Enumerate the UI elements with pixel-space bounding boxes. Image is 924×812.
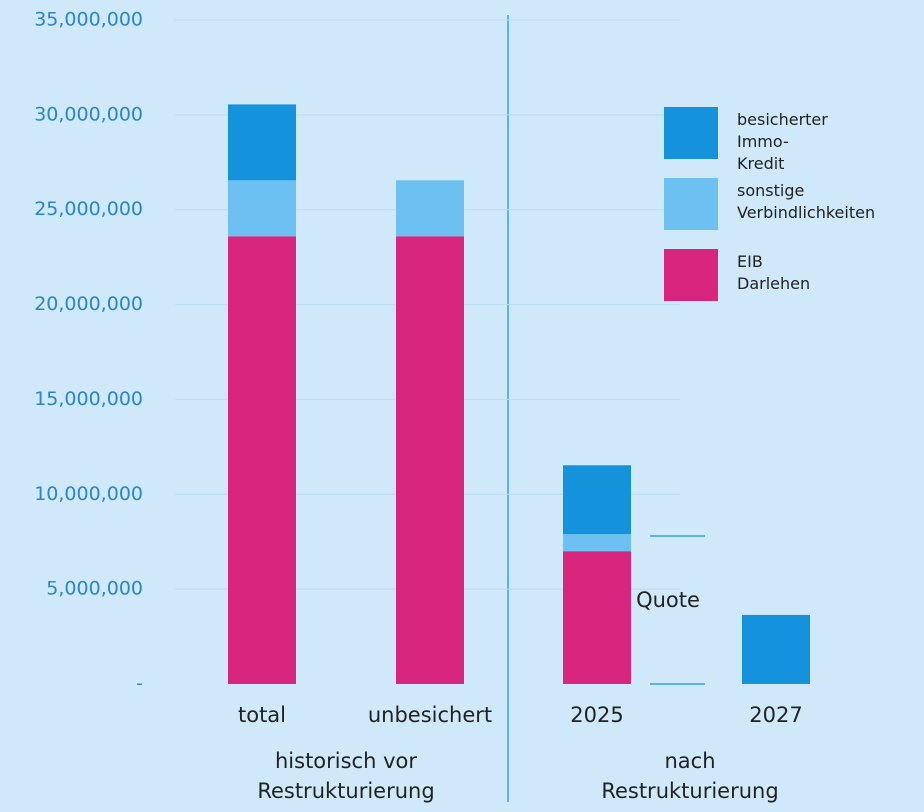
legend-label: besicherter Immo-Kredit	[737, 110, 828, 173]
y-tick-label: -	[136, 673, 143, 695]
y-tick-label: 5,000,000	[46, 578, 143, 600]
bar-segment	[228, 236, 296, 684]
x-tick-label: total	[238, 703, 286, 727]
x-tick-label: 2025	[570, 703, 623, 727]
y-tick-label: 30,000,000	[34, 103, 143, 125]
y-tick-label: 15,000,000	[34, 388, 143, 410]
bar-segment	[228, 104, 296, 181]
y-tick-label: 10,000,000	[34, 483, 143, 505]
bar-segment	[742, 614, 810, 684]
y-tick-label: 20,000,000	[34, 293, 143, 315]
x-tick-label: 2027	[749, 703, 802, 727]
bar-segment	[563, 551, 631, 684]
x-tick-label: unbesichert	[368, 703, 492, 727]
annotation: Quote	[636, 588, 700, 612]
bar-segment	[396, 236, 464, 684]
bar-segment	[228, 180, 296, 237]
legend-swatch	[664, 178, 718, 230]
legend-swatch	[664, 107, 718, 159]
bar-segment	[563, 534, 631, 552]
legend-swatch	[664, 249, 718, 301]
legend-label: sonstige Verbindlichkeiten	[737, 181, 876, 222]
y-tick-label: 25,000,000	[34, 198, 143, 220]
y-tick-label: 35,000,000	[34, 9, 143, 31]
bar-segment	[563, 465, 631, 535]
bar-segment	[396, 180, 464, 237]
group-label: historisch vor Restrukturierung	[257, 749, 435, 803]
legend-label: EIB Darlehen	[737, 252, 811, 293]
group-label: nach Restrukturierung	[601, 749, 779, 803]
